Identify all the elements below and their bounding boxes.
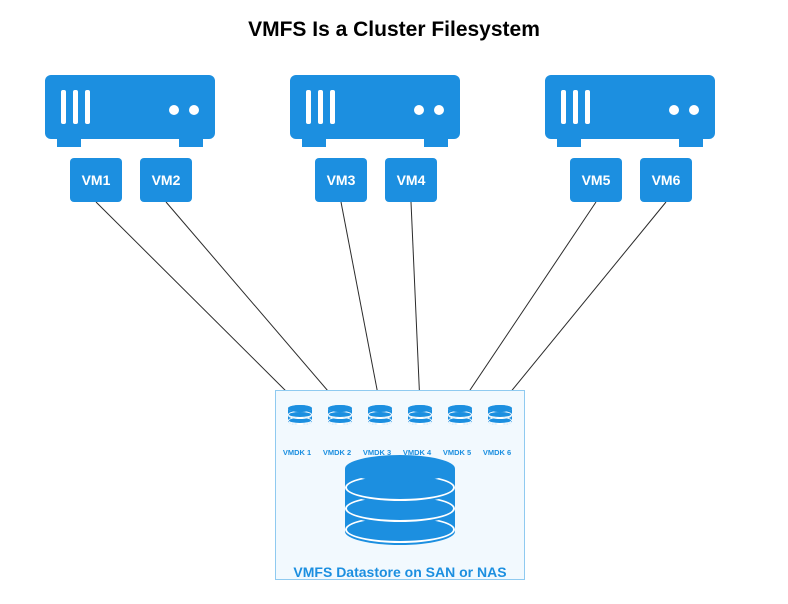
vm-label: VM4 <box>397 172 426 188</box>
vm-label: VM1 <box>82 172 111 188</box>
vm-box-5: VM5 <box>570 158 622 202</box>
vm-label: VM2 <box>152 172 181 188</box>
vmdk-2: VMDK 2 <box>328 405 352 457</box>
vm-box-1: VM1 <box>70 158 122 202</box>
vm-box-4: VM4 <box>385 158 437 202</box>
vmdk-5: VMDK 5 <box>448 405 472 457</box>
diagram-title: VMFS Is a Cluster Filesystem <box>0 18 788 42</box>
vm-box-3: VM3 <box>315 158 367 202</box>
vmdk-label: VMDK 6 <box>482 448 512 457</box>
datastore-disk-icon <box>345 455 455 545</box>
vmdk-label: VMDK 1 <box>282 448 312 457</box>
vmdk-3: VMDK 3 <box>368 405 392 457</box>
vmdk-1: VMDK 1 <box>288 405 312 457</box>
vmdk-4: VMDK 4 <box>408 405 432 457</box>
vm-label: VM6 <box>652 172 681 188</box>
diagram-stage: { "canvas": { "width": 788, "height": 60… <box>0 0 788 604</box>
vm-box-6: VM6 <box>640 158 692 202</box>
datastore-label: VMFS Datastore on SAN or NAS <box>275 564 525 580</box>
vm-box-2: VM2 <box>140 158 192 202</box>
server-3 <box>545 75 715 139</box>
server-1 <box>45 75 215 139</box>
vmdk-6: VMDK 6 <box>488 405 512 457</box>
vm-label: VM3 <box>327 172 356 188</box>
vm-label: VM5 <box>582 172 611 188</box>
server-2 <box>290 75 460 139</box>
